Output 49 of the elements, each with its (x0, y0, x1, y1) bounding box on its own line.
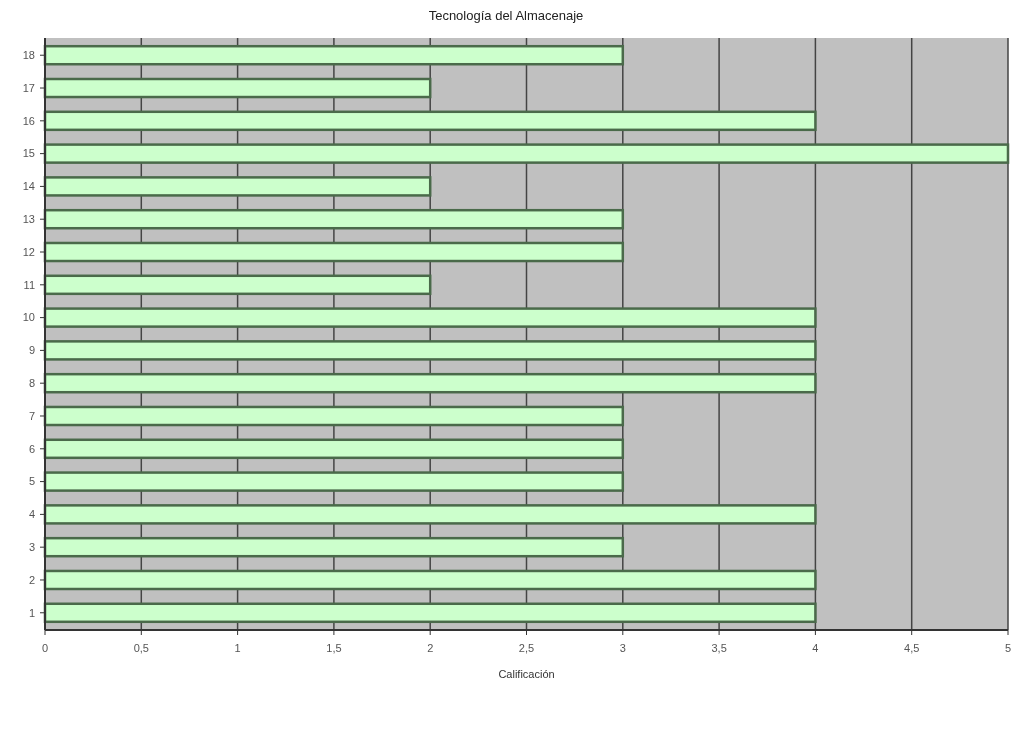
y-tick-label: 10 (22, 311, 35, 324)
chart-title: Tecnología del Almacenaje (428, 8, 584, 23)
bar (43, 241, 625, 263)
x-tick-label: 2,5 (518, 642, 535, 654)
x-tick-label: 5 (1004, 642, 1012, 654)
y-tick-label: 7 (28, 409, 35, 422)
y-tick-label: 16 (22, 114, 35, 127)
x-tick-label: 4 (812, 642, 819, 654)
x-tick-label: 2 (427, 642, 434, 654)
y-tick-label: 5 (28, 475, 35, 488)
y-tick-label: 6 (28, 442, 35, 455)
bar (43, 536, 625, 558)
bar (43, 44, 625, 66)
y-tick-label: 18 (22, 49, 35, 62)
y-tick-label: 15 (22, 147, 35, 160)
bar (43, 438, 625, 460)
y-tick-label: 9 (28, 344, 35, 357)
bar (43, 77, 432, 99)
y-tick-label: 1 (28, 606, 35, 619)
x-tick-label: 4,5 (904, 642, 920, 654)
y-tick-label: 14 (22, 180, 35, 193)
bar (43, 110, 817, 132)
bar (43, 274, 432, 296)
bar (43, 340, 817, 361)
bar (43, 143, 1010, 164)
y-tick-label: 3 (28, 541, 35, 554)
bar (43, 569, 817, 591)
x-tick-label: 1,5 (326, 642, 342, 654)
y-tick-label: 8 (28, 377, 35, 390)
bar (43, 208, 625, 230)
bar (43, 405, 625, 427)
bar (43, 176, 432, 197)
bar (43, 307, 817, 328)
y-tick-label: 13 (22, 213, 35, 226)
bar (43, 504, 817, 525)
x-tick-label: 1 (234, 642, 241, 654)
y-tick-label: 17 (22, 81, 35, 94)
bar (43, 372, 817, 394)
y-tick-label: 12 (22, 245, 35, 258)
bar (43, 471, 625, 492)
y-tick-label: 2 (28, 573, 35, 586)
y-tick-label: 11 (23, 278, 35, 291)
x-axis-title: Calificación (498, 668, 555, 680)
x-tick-label: 3 (619, 642, 626, 654)
x-tick-label: 0,5 (133, 642, 149, 654)
x-tick-label: 3,5 (711, 642, 727, 654)
y-tick-label: 4 (28, 508, 35, 521)
x-tick-label: 0 (41, 642, 49, 654)
bar (43, 602, 817, 624)
